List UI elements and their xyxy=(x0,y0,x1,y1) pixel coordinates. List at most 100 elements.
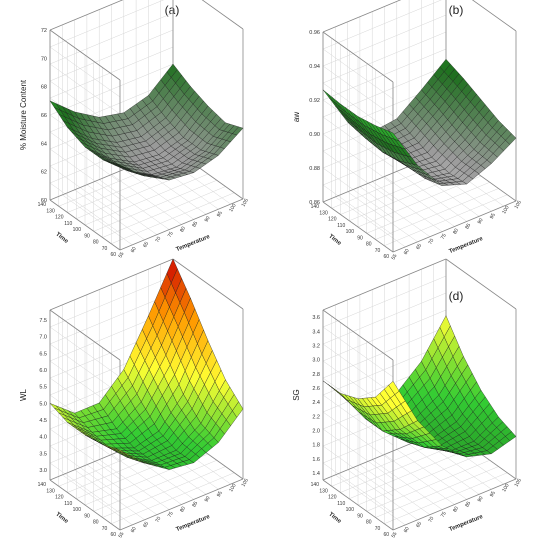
x-tick-label: 85 xyxy=(464,500,472,508)
surface xyxy=(322,315,517,458)
z-tick-label: 2.2 xyxy=(312,414,320,420)
x-axis-label: Temperature xyxy=(175,234,211,253)
y-tick-label: 70 xyxy=(102,246,108,252)
x-tick-label: 90 xyxy=(477,495,485,503)
x-tick-label: 55 xyxy=(391,531,399,539)
box-edge xyxy=(119,198,244,251)
x-tick-label: 90 xyxy=(477,217,485,225)
z-tick-label: 7.0 xyxy=(39,335,47,341)
surface-cell xyxy=(327,93,339,106)
surface-cell xyxy=(232,126,244,136)
z-tick-label: 7.5 xyxy=(39,318,47,324)
z-tick-label: 5.5 xyxy=(39,385,47,391)
z-axis-ticks: 60 62 64 66 68 70 72 xyxy=(41,28,47,204)
y-tick-label: 80 xyxy=(366,242,372,248)
x-tick-label: 60 xyxy=(130,526,138,534)
box-edge xyxy=(322,258,447,311)
x-tick-label: 60 xyxy=(403,526,411,534)
z-tick-label: 0.96 xyxy=(309,30,320,36)
x-tick-label: 80 xyxy=(179,225,187,233)
y-tick-label: 130 xyxy=(319,210,328,216)
x-tick-label: 65 xyxy=(415,521,423,529)
x-tick-label: 95 xyxy=(489,490,497,498)
z-axis-label: aw xyxy=(292,112,301,122)
x-axis-ticks: 55 60 65 70 75 80 85 90 95 100 105 xyxy=(118,198,250,259)
y-axis-label: Time xyxy=(327,234,342,248)
z-tick-label: 6.5 xyxy=(39,351,47,357)
x-tick-label: 75 xyxy=(167,231,175,239)
z-tick-label: 5.0 xyxy=(39,401,47,407)
y-tick-label: 140 xyxy=(311,204,320,210)
x-axis-label: Temperature xyxy=(448,514,484,533)
z-tick-label: 2.6 xyxy=(312,386,320,392)
y-tick-label: 140 xyxy=(38,202,47,208)
y-tick-label: 120 xyxy=(55,215,64,221)
y-tick-label: 60 xyxy=(383,532,389,538)
box-edge xyxy=(49,0,124,31)
surface xyxy=(49,63,244,181)
x-axis-label: Temperature xyxy=(175,514,211,533)
x-tick-label: 60 xyxy=(130,246,138,254)
x-tick-label: 100 xyxy=(228,203,237,213)
z-axis-label: % Moisture Content xyxy=(19,79,28,150)
y-tick-label: 80 xyxy=(93,240,99,246)
z-axis-ticks: 1.4 1.6 1.8 2.0 2.2 2.4 2.6 2.8 3.0 3.2 3.4 3.6 xyxy=(312,315,320,477)
y-tick-label: 70 xyxy=(375,526,381,532)
x-tick-label: 55 xyxy=(118,251,126,259)
x-tick-label: 95 xyxy=(216,490,224,498)
z-tick-label: 62 xyxy=(41,170,47,176)
box-edge xyxy=(201,0,244,30)
z-tick-label: 0.90 xyxy=(309,132,320,138)
z-tick-label: 3.2 xyxy=(312,343,320,349)
y-tick-label: 60 xyxy=(110,532,116,538)
y-axis-label: Time xyxy=(54,512,69,526)
surface-cell xyxy=(232,401,244,418)
y-tick-label: 130 xyxy=(46,208,55,214)
x-tick-label: 85 xyxy=(464,222,472,230)
z-tick-label: 68 xyxy=(41,85,47,91)
y-tick-label: 70 xyxy=(375,248,381,254)
surface-cell xyxy=(505,133,517,145)
z-tick-label: 1.6 xyxy=(312,457,320,463)
z-axis-ticks: 0.86 0.88 0.90 0.92 0.94 0.96 xyxy=(309,30,320,206)
x-tick-label: 80 xyxy=(179,505,187,513)
z-tick-label: 60 xyxy=(41,198,47,204)
y-tick-label: 110 xyxy=(64,501,72,507)
box-edge xyxy=(322,479,394,531)
box-edge xyxy=(392,478,517,531)
x-tick-label: 70 xyxy=(154,236,162,244)
z-axis-label: SG xyxy=(292,389,301,401)
y-tick-label: 60 xyxy=(110,252,116,258)
surface-cell xyxy=(505,431,517,442)
y-tick-label: 100 xyxy=(73,227,82,233)
y-tick-label: 110 xyxy=(337,501,345,507)
x-axis-ticks: 55 60 65 70 75 80 85 90 95 100 105 xyxy=(391,200,523,261)
y-tick-label: 90 xyxy=(357,235,363,241)
box-edge xyxy=(322,0,402,33)
x-axis-ticks: 55 60 65 70 75 80 85 90 95 100 105 xyxy=(118,478,250,539)
z-tick-label: 70 xyxy=(41,56,47,62)
y-tick-label: 110 xyxy=(337,223,345,229)
z-axis-ticks: 3.0 3.5 4.0 4.5 5.0 5.5 6.0 6.5 7.0 7.5 xyxy=(39,318,47,474)
x-tick-label: 80 xyxy=(452,505,460,513)
x-axis-label: Temperature xyxy=(448,236,484,255)
x-tick-label: 75 xyxy=(440,233,448,241)
y-tick-label: 80 xyxy=(366,520,372,526)
y-tick-label: 140 xyxy=(311,482,320,488)
z-tick-label: 3.0 xyxy=(312,358,320,364)
x-tick-label: 105 xyxy=(514,200,523,210)
x-tick-label: 90 xyxy=(204,495,212,503)
y-tick-label: 90 xyxy=(357,513,363,519)
x-tick-label: 80 xyxy=(452,227,460,235)
z-axis-label: WL xyxy=(19,388,28,401)
x-tick-label: 65 xyxy=(415,243,423,251)
y-tick-label: 90 xyxy=(84,233,90,239)
y-tick-label: 80 xyxy=(93,520,99,526)
y-tick-label: 110 xyxy=(64,221,72,227)
z-tick-label: 1.8 xyxy=(312,443,320,449)
x-tick-label: 65 xyxy=(142,521,150,529)
y-tick-label: 70 xyxy=(102,526,108,532)
